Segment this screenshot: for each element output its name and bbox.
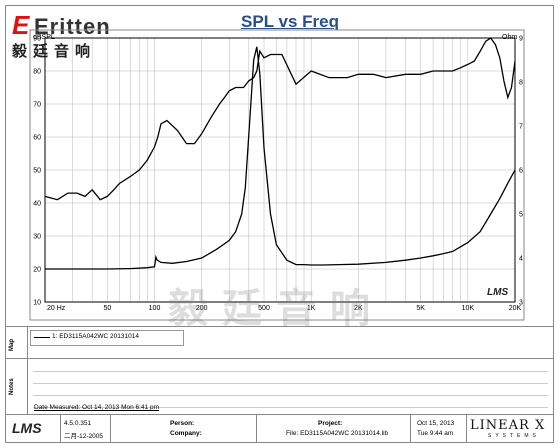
x-tick-label: 100 [149,305,161,312]
footer-version: 4.5.0.351 [64,420,92,427]
notes-line [33,372,548,384]
notes-label-cell [5,358,28,414]
y-tick-label-right: 3 [519,300,523,307]
footer-version-date: 二月-12-2005 [64,433,104,440]
y-tick-label-right: 5 [519,212,523,219]
footer-project-label: Project: [318,420,343,427]
y-tick-label-left: 10 [33,300,41,307]
y-tick-label-left: 30 [33,234,41,241]
impedance-curve [45,46,516,270]
y-tick-label-right: 7 [519,124,523,131]
footer-divider [256,414,257,443]
notes-line [33,360,548,372]
x-tick-label: 500 [258,305,270,312]
map-label-cell [5,326,28,358]
footer-file: File: ED3115A042WC 20131014.lib [286,430,389,437]
y-tick-label-left: 90 [33,36,41,43]
spl-curve [44,37,516,201]
footer-divider [60,414,61,443]
footer-brand: LINEAR X [470,418,546,433]
x-tick-label: 20K [509,305,522,312]
notes-line [33,396,548,408]
y-tick-label-right: 4 [519,256,523,263]
footer-divider [110,414,111,443]
y-tick-label-right: 8 [519,80,523,87]
watermark: 毅廷音响 [168,285,384,332]
footer [5,414,554,443]
y-tick-label-left: 20 [33,267,41,274]
logo-text: Eritten [34,14,111,39]
x-tick-label: 2K [354,305,363,312]
y-tick-label-left: 70 [33,102,41,109]
page-frame [5,5,554,443]
footer-divider [410,414,411,443]
notes-line [33,384,548,396]
logo-chinese: 毅廷音响 [12,42,97,60]
y-axis-left-label: dBSPL [33,34,55,41]
x-tick-label: 50 [103,305,111,312]
map-label: Map [9,339,15,351]
footer-company-label: Company: [170,430,202,437]
footer-brand-sub: SYSTEMS [488,433,540,439]
y-tick-label-right: 9 [519,36,523,43]
map-legend-box [30,330,184,346]
date-measured: Date Measured: Oct 14, 2013 Mon 6:41 pm [34,404,160,411]
footer-time: Tue 9:44 am [417,430,454,437]
x-tick-label: 20 Hz [47,305,66,312]
map-section [5,326,554,358]
logo-e-glyph: E [12,10,30,40]
footer-divider [466,414,467,443]
x-tick-label: 10K [462,305,475,312]
y-tick-label-left: 50 [33,168,41,175]
y-tick-label-left: 60 [33,135,41,142]
y-tick-label-right: 6 [519,168,523,175]
brand-logo: E Eritten 毅廷音响 [12,10,122,60]
y-tick-label-left: 80 [33,69,41,76]
notes-section [5,358,554,414]
x-tick-label: 1K [307,305,316,312]
x-tick-label: 200 [196,305,208,312]
notes-label: Notes [9,378,15,395]
footer-date: Oct 15, 2013 [417,420,455,427]
notes-lines [33,360,548,408]
footer-lms-logo: LMS [12,420,42,436]
legend-line-swatch [34,337,50,338]
chart-title: SPL vs Freq [241,12,339,31]
chart-panel-border [29,29,525,321]
lms-mark: LMS [487,287,509,298]
y-tick-label-left: 40 [33,201,41,208]
x-tick-label: 5K [416,305,425,312]
footer-person-label: Person: [170,420,195,427]
map-legend-entry: 1: ED3115A042WC 20131014 [52,333,139,340]
